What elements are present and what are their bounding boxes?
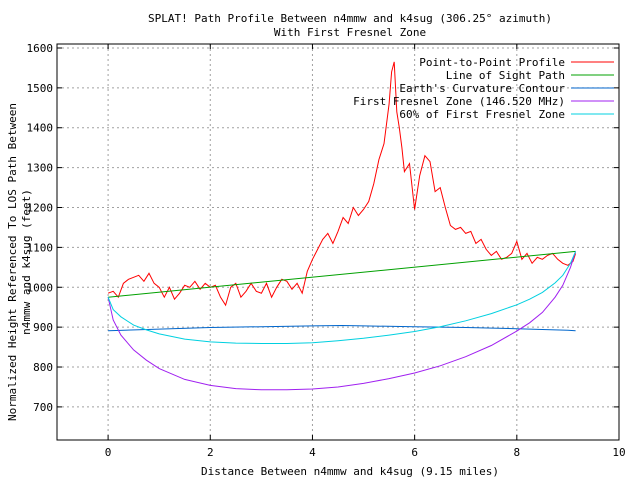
x-tick-label: 6 (411, 446, 418, 459)
series-layer (107, 61, 577, 391)
series-line-1 (107, 61, 577, 307)
legend-label: Earth's Curvature Contour (399, 82, 565, 95)
y-tick-label: 1300 (27, 162, 54, 175)
chart-title-line2: With First Fresnel Zone (274, 26, 426, 39)
y-tick-label: 1200 (27, 202, 54, 215)
y-tick-label: 1100 (27, 241, 54, 254)
legend-label: First Fresnel Zone (146.520 MHz) (353, 95, 565, 108)
series-line-4 (107, 251, 577, 391)
x-tick-label: 0 (105, 446, 112, 459)
y-tick-label: 1000 (27, 281, 54, 294)
y-axis-label-line1: Normalized Height Referenced To LOS Path… (6, 103, 19, 421)
y-tick-label: 700 (33, 401, 53, 414)
y-tick-label: 800 (33, 361, 53, 374)
x-tick-label: 4 (309, 446, 316, 459)
grid-lines (57, 44, 620, 440)
legend-label: Point-to-Point Profile (419, 56, 565, 69)
y-tick-label: 1600 (27, 42, 54, 55)
x-tick-label: 8 (514, 446, 521, 459)
legend-label: Line of Sight Path (446, 69, 565, 82)
series-line-5 (107, 251, 577, 344)
x-tick-label: 2 (207, 446, 214, 459)
series-line-2 (108, 250, 576, 298)
series-line-3 (108, 324, 576, 332)
y-axis-label-line2: n4mmw and k4sug (feet) (20, 189, 33, 335)
chart-title-line1: SPLAT! Path Profile Between n4mmw and k4… (148, 12, 552, 25)
x-axis-label: Distance Between n4mmw and k4sug (9.15 m… (201, 465, 499, 478)
y-tick-label: 1500 (27, 82, 54, 95)
x-tick-label: 10 (612, 446, 625, 459)
legend-label: 60% of First Fresnel Zone (399, 108, 565, 121)
y-tick-label: 900 (33, 321, 53, 334)
y-tick-label: 1400 (27, 122, 54, 135)
plot-frame (56, 43, 620, 441)
